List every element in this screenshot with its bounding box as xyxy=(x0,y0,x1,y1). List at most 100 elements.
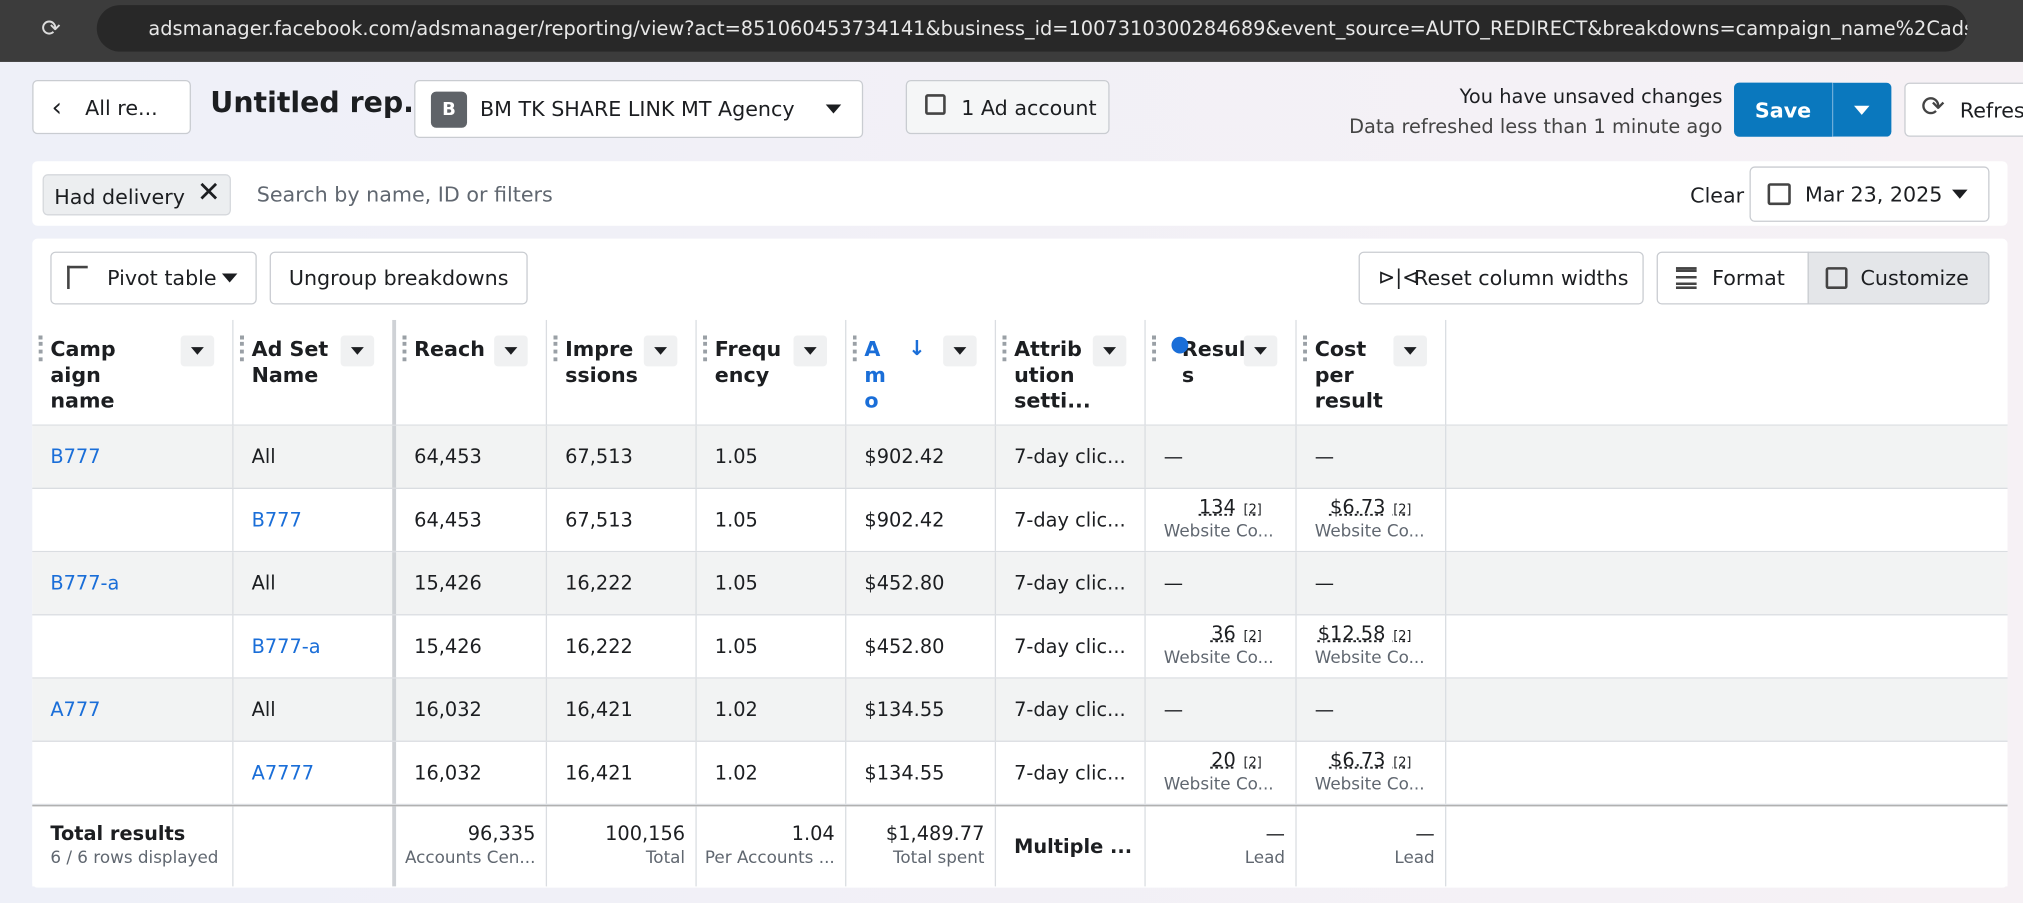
column-title[interactable]: Reach xyxy=(414,336,485,362)
footnote: [2] xyxy=(1243,629,1262,644)
save-menu[interactable] xyxy=(1832,82,1892,137)
total-label: Total xyxy=(645,848,686,869)
back-button[interactable]: ‹ All re... xyxy=(32,79,191,135)
refresh-label: Refres xyxy=(1959,97,2023,122)
table-cell: — xyxy=(1146,425,1297,488)
table-cell: All xyxy=(234,552,397,615)
column-header: Impressions xyxy=(547,319,697,425)
caret xyxy=(654,347,668,355)
column-menu[interactable] xyxy=(793,335,828,367)
total-value: 1.04 xyxy=(791,821,835,846)
search-input[interactable]: Search by name, ID or filters xyxy=(256,181,553,207)
customize-button[interactable]: Customize xyxy=(1807,251,1990,305)
ungroup-button[interactable]: Ungroup breakdowns xyxy=(269,251,528,305)
table-cell: $452.80 xyxy=(846,615,997,678)
refresh-status: Data refreshed less than 1 minute ago xyxy=(1349,114,1723,139)
column-menu[interactable] xyxy=(494,335,528,367)
caret xyxy=(953,347,967,355)
reset-widths-button[interactable]: ⊳|⊲ Reset column widths xyxy=(1358,251,1644,305)
column-header: Amo... ↓ xyxy=(846,319,997,425)
total-cell xyxy=(234,806,397,887)
name-link[interactable]: A7777 xyxy=(251,761,315,785)
cell-text: 1.05 xyxy=(714,634,758,659)
format-button[interactable]: Format xyxy=(1656,251,1809,305)
save-label: Save xyxy=(1754,97,1812,122)
business-select[interactable]: B BM TK SHARE LINK MT Agency xyxy=(414,79,864,139)
reload-icon[interactable]: ⟳ xyxy=(41,15,61,43)
name-link[interactable]: A777 xyxy=(50,697,101,722)
total-value: — xyxy=(1415,821,1435,846)
cell-text: 1.05 xyxy=(714,508,758,532)
column-title[interactable]: Amo... xyxy=(864,336,886,425)
cell-text: 15,426 xyxy=(414,634,482,659)
column-title[interactable]: Cost per result xyxy=(1314,336,1383,413)
total-label: Lead xyxy=(1244,848,1286,869)
column-title[interactable]: Ad Set Name xyxy=(251,336,329,388)
name-link[interactable]: B777-a xyxy=(50,571,120,595)
table-cell: — xyxy=(1297,425,1447,488)
column-title[interactable]: Frequency xyxy=(714,336,782,388)
result-type: Website Co... xyxy=(1163,522,1274,542)
report-table: Campaign name Ad Set Name Reach Impressions… xyxy=(32,319,2008,887)
column-title[interactable]: Attribution setti... xyxy=(1014,336,1091,413)
table-cell: 1.02 xyxy=(697,678,847,741)
clear-button[interactable]: Clear xyxy=(1690,183,1745,208)
refresh-button[interactable]: ⟳ Refres xyxy=(1904,82,2023,137)
ad-account-button[interactable]: 1 Ad account xyxy=(905,79,1110,135)
totals-row: Total results 6 / 6 rows displayed 96,335 A… xyxy=(32,805,2008,887)
cell-text: 16,421 xyxy=(565,697,633,722)
column-title[interactable]: Results xyxy=(1181,336,1256,388)
cell-text: 1.02 xyxy=(714,761,758,785)
column-header: Campaign name xyxy=(32,319,234,425)
caret xyxy=(1254,347,1267,355)
result-value: 134 [2] xyxy=(1198,495,1262,519)
column-title[interactable]: Campaign name xyxy=(50,336,116,413)
table-cell: 7-day clic... xyxy=(996,488,1146,551)
table-cell: $6.73 [2] Website Co... xyxy=(1297,488,1447,551)
grip xyxy=(1303,335,1311,362)
column-menu[interactable] xyxy=(340,335,375,367)
ad-account-label: 1 Ad account xyxy=(961,94,1097,120)
back-label: All re... xyxy=(85,94,158,120)
grip xyxy=(1002,335,1010,362)
column-menu[interactable] xyxy=(180,335,215,367)
column-menu[interactable] xyxy=(1393,335,1427,367)
pivot-button[interactable]: Pivot table xyxy=(50,251,257,305)
format-label: Format xyxy=(1712,265,1785,291)
table-cell: B777-a xyxy=(234,615,397,678)
total-label: Lead xyxy=(1394,848,1435,869)
cell-text: 16,222 xyxy=(565,571,633,595)
total-cell: 96,335 Accounts Cen... xyxy=(396,806,548,887)
total-label: 6 / 6 rows displayed xyxy=(50,848,219,869)
cell-text: All xyxy=(251,571,276,595)
column-menu[interactable] xyxy=(1243,335,1278,367)
result-type: Website Co... xyxy=(1314,775,1425,795)
table-cell: 16,222 xyxy=(547,615,697,678)
caret xyxy=(190,347,204,355)
name-link[interactable]: B777 xyxy=(251,508,302,532)
column-menu[interactable] xyxy=(943,335,977,367)
column-title[interactable]: Impressions xyxy=(565,336,638,388)
format-icon xyxy=(1675,267,1697,290)
refresh-icon: ⟳ xyxy=(1921,91,1945,124)
footnote: [2] xyxy=(1393,756,1412,771)
name-link[interactable]: B777-a xyxy=(251,634,321,659)
result-type: Website Co... xyxy=(1314,648,1425,669)
filter-chip[interactable]: Had delivery ✕ xyxy=(42,174,231,216)
total-value: 96,335 xyxy=(467,821,536,846)
table-cell: 15,426 xyxy=(396,615,548,678)
table-cell: $452.80 xyxy=(846,552,997,615)
table-cell: 20 [2] Website Co... xyxy=(1146,741,1297,804)
name-link[interactable]: B777 xyxy=(50,445,101,469)
date-picker[interactable]: Mar 23, 2025 xyxy=(1749,166,1990,222)
table-cell: 36 [2] Website Co... xyxy=(1146,615,1297,678)
address-bar[interactable]: adsmanager.facebook.com/adsmanager/repor… xyxy=(96,5,1968,52)
cell-text: $452.80 xyxy=(864,634,945,659)
save-button[interactable]: Save xyxy=(1734,82,1833,137)
column-menu[interactable] xyxy=(1092,335,1127,367)
remove-icon[interactable]: ✕ xyxy=(196,176,221,210)
caret xyxy=(350,347,364,355)
cell-text: — xyxy=(1163,697,1184,722)
column-menu[interactable] xyxy=(643,335,678,367)
